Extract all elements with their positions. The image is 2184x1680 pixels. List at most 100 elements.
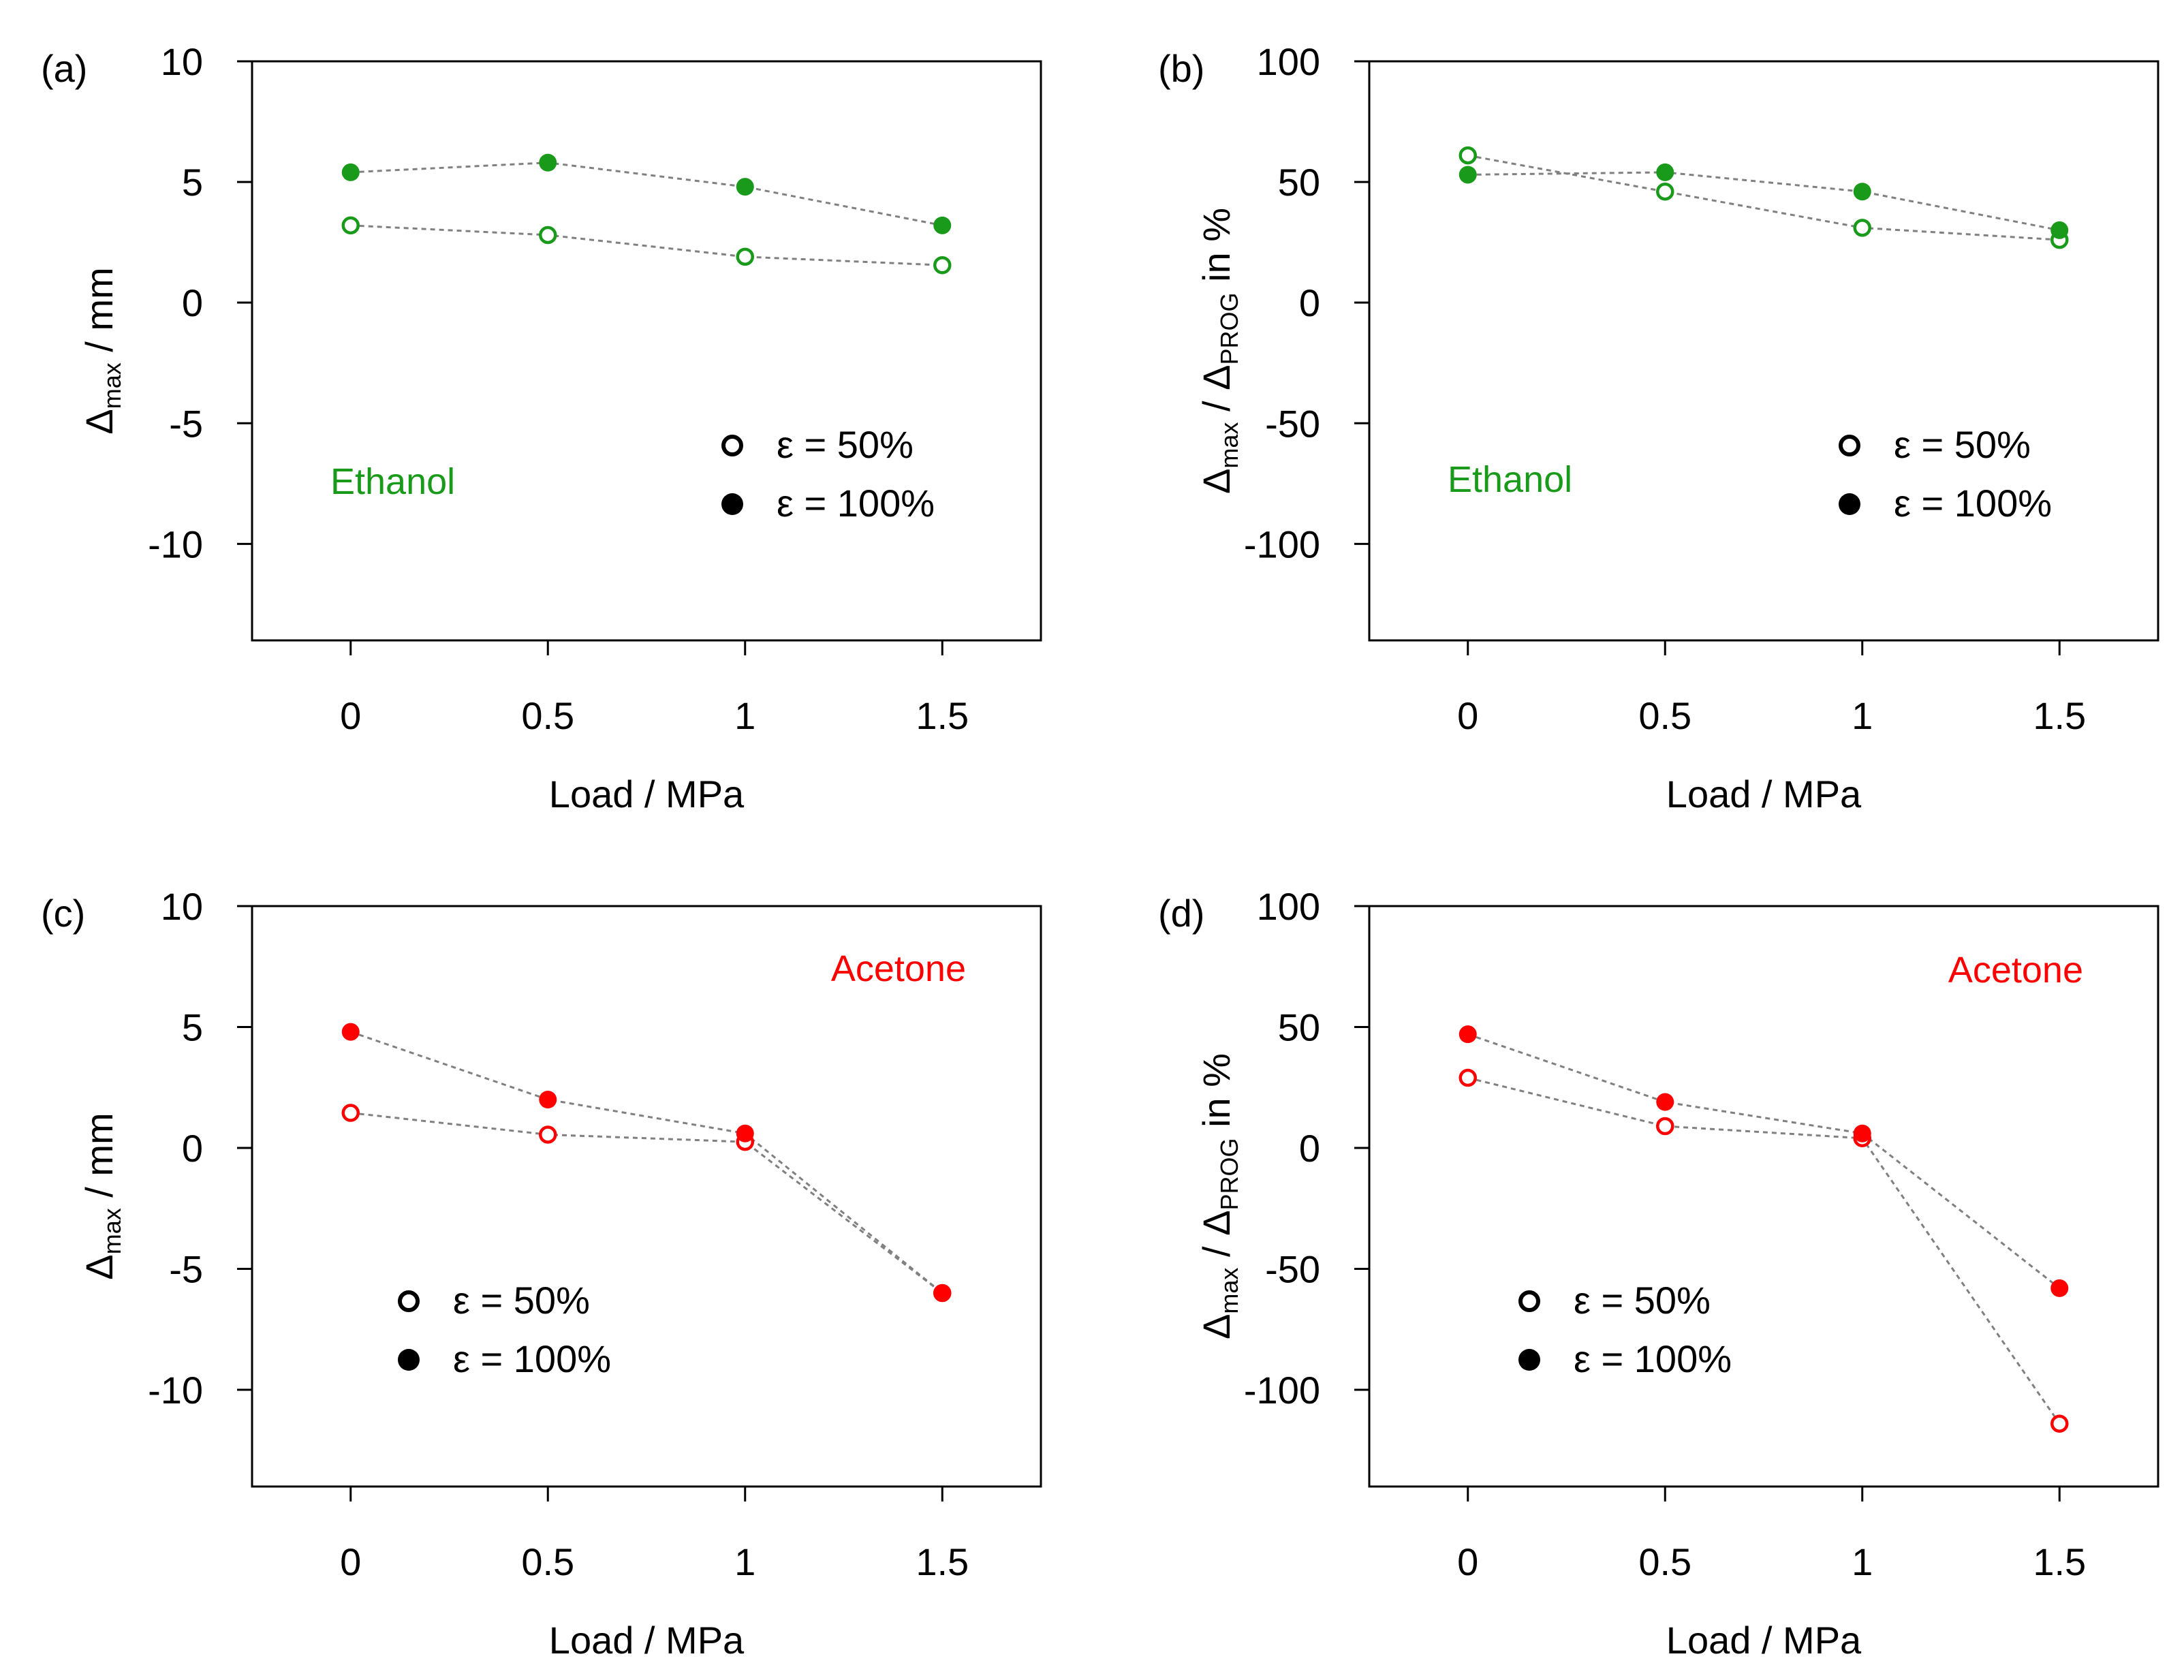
data-point-eps50 — [1458, 1068, 1477, 1087]
series-line-eps100 — [350, 161, 943, 227]
legend-marker-open — [721, 435, 743, 456]
legend-marker-open — [1518, 1290, 1540, 1312]
y-axis-title-unit: in % — [1195, 1053, 1238, 1138]
y-axis-title-delta: Δ — [78, 1254, 121, 1279]
panel-c: (c) 10 5 0 -5 -10 0 0.5 1 1.5 Load / MPa Δmax / mm A… — [41, 885, 1042, 1662]
legend-label-eps50: ε = 50% — [1574, 1279, 1711, 1322]
y-tick-label: -5 — [169, 1248, 203, 1291]
legend-marker-open — [1839, 435, 1860, 456]
y-axis-title: Δmax / ΔPROG in % — [1195, 208, 1243, 494]
y-tick-label: 10 — [161, 40, 203, 83]
y-tick-label: 10 — [161, 885, 203, 928]
x-tick-label: 0.5 — [1638, 1540, 1691, 1583]
data-point-eps100 — [1853, 183, 1871, 201]
series-line-eps100 — [1467, 1033, 2061, 1290]
legend-marker-open — [398, 1290, 420, 1312]
legend-label-eps50: ε = 50% — [1894, 423, 2031, 466]
x-tick-label: 1 — [1852, 694, 1873, 737]
x-tick-label: 1.5 — [2033, 1540, 2086, 1583]
series-line-eps50 — [350, 1112, 943, 1294]
x-axis-title: Load / MPa — [549, 773, 745, 815]
x-tick-label: 0 — [1457, 694, 1478, 737]
data-point-eps50 — [933, 256, 952, 275]
y-axis-title-unit: / mm — [78, 267, 121, 362]
x-tick-label: 1 — [734, 1540, 755, 1583]
legend-label-eps50: ε = 50% — [453, 1279, 590, 1322]
panel-d: (d) 100 50 0 -50 -100 0 0.5 1 1.5 Load / MPa Δmax /… — [1158, 885, 2159, 1662]
y-tick-label: 0 — [182, 281, 203, 324]
legend-label-eps100: ε = 100% — [1574, 1337, 1732, 1380]
legend: ε = 50% ε = 100% — [1518, 1279, 1732, 1380]
legend-label-eps100: ε = 100% — [777, 482, 935, 525]
data-point-eps100 — [341, 163, 360, 181]
legend-marker-filled — [721, 493, 743, 515]
data-point-eps100 — [1458, 166, 1477, 184]
x-tick-label: 1 — [734, 694, 755, 737]
legend-marker-filled — [1839, 493, 1860, 515]
x-tick-label: 0 — [340, 694, 361, 737]
panel-b: (b) 100 50 0 -50 -100 0 0.5 1 1.5 Load / MPa Δmax /… — [1158, 40, 2159, 815]
data-point-eps100 — [933, 216, 952, 234]
y-tick-label: -10 — [148, 523, 203, 565]
legend: ε = 50% ε = 100% — [721, 423, 935, 525]
y-axis-title-divider: / Δ — [1195, 365, 1238, 422]
y-tick-label: 50 — [1278, 161, 1320, 204]
y-axis-title-unit: / mm — [78, 1113, 121, 1208]
solvent-annotation: Acetone — [1948, 950, 2083, 991]
y-tick-label: 100 — [1257, 40, 1320, 83]
x-tick-label: 1.5 — [916, 694, 969, 737]
legend-label-eps100: ε = 100% — [453, 1337, 611, 1380]
panel-label: (b) — [1158, 47, 1204, 90]
y-axis-title-subscript: max — [1215, 1268, 1243, 1314]
legend-label-eps50: ε = 50% — [777, 423, 914, 466]
data-point-eps100 — [736, 1124, 754, 1142]
y-tick-label: -100 — [1244, 1369, 1320, 1412]
data-point-eps100 — [1656, 1093, 1674, 1111]
plot-frame — [251, 905, 1042, 1488]
panel-label: (a) — [41, 47, 87, 90]
x-tick-label: 1 — [1852, 1540, 1873, 1583]
y-tick-label: 100 — [1257, 885, 1320, 928]
y-axis-title-subscript: max — [98, 1208, 126, 1254]
y-tick-label: -100 — [1244, 523, 1320, 565]
x-tick-label: 0 — [1457, 1540, 1478, 1583]
series-line-eps50 — [350, 224, 943, 266]
data-point-eps100 — [736, 178, 754, 196]
y-tick-label: 0 — [1299, 281, 1320, 324]
data-point-eps100 — [2050, 221, 2069, 239]
y-axis-title-delta: Δ — [78, 409, 121, 434]
data-point-eps100 — [1656, 163, 1674, 181]
legend-label-eps100: ε = 100% — [1894, 482, 2052, 525]
y-tick-label: 5 — [182, 1006, 203, 1049]
y-tick-label: 0 — [1299, 1127, 1320, 1170]
series-line-eps50 — [1467, 154, 2060, 241]
data-point-eps50 — [2050, 1414, 2069, 1433]
x-tick-label: 0.5 — [521, 694, 574, 737]
data-point-eps50 — [1656, 183, 1674, 201]
data-point-eps50 — [341, 216, 360, 235]
y-tick-label: -50 — [1265, 1248, 1320, 1291]
y-axis-title-delta: Δ — [1195, 1314, 1238, 1339]
data-point-eps100 — [1853, 1124, 1871, 1142]
solvent-annotation: Ethanol — [1448, 459, 1572, 500]
solvent-annotation: Acetone — [831, 948, 966, 989]
legend: ε = 50% ε = 100% — [1839, 423, 2052, 525]
legend-marker-filled — [398, 1349, 420, 1371]
y-tick-label: -50 — [1265, 402, 1320, 445]
data-point-eps50 — [539, 1125, 557, 1144]
y-axis-title-subscript: max — [1215, 422, 1243, 469]
panel-a: (a) 10 5 0 -5 -10 0 0.5 1 1.5 Load / MPa Δmax / mm E… — [41, 40, 1042, 815]
y-tick-label: 0 — [182, 1127, 203, 1170]
y-axis-title: Δmax / mm — [78, 267, 126, 434]
solvent-annotation: Ethanol — [330, 461, 455, 502]
legend-marker-filled — [1518, 1349, 1540, 1371]
y-axis-title: Δmax / mm — [78, 1113, 126, 1279]
data-point-eps50 — [1853, 219, 1871, 237]
series-line-eps100 — [350, 1031, 943, 1294]
x-tick-label: 0.5 — [1638, 694, 1691, 737]
y-tick-label: 50 — [1278, 1006, 1320, 1049]
y-axis-title-subscript-2: PROG — [1215, 292, 1243, 364]
data-point-eps50 — [1656, 1117, 1674, 1136]
data-point-eps100 — [2050, 1279, 2069, 1297]
